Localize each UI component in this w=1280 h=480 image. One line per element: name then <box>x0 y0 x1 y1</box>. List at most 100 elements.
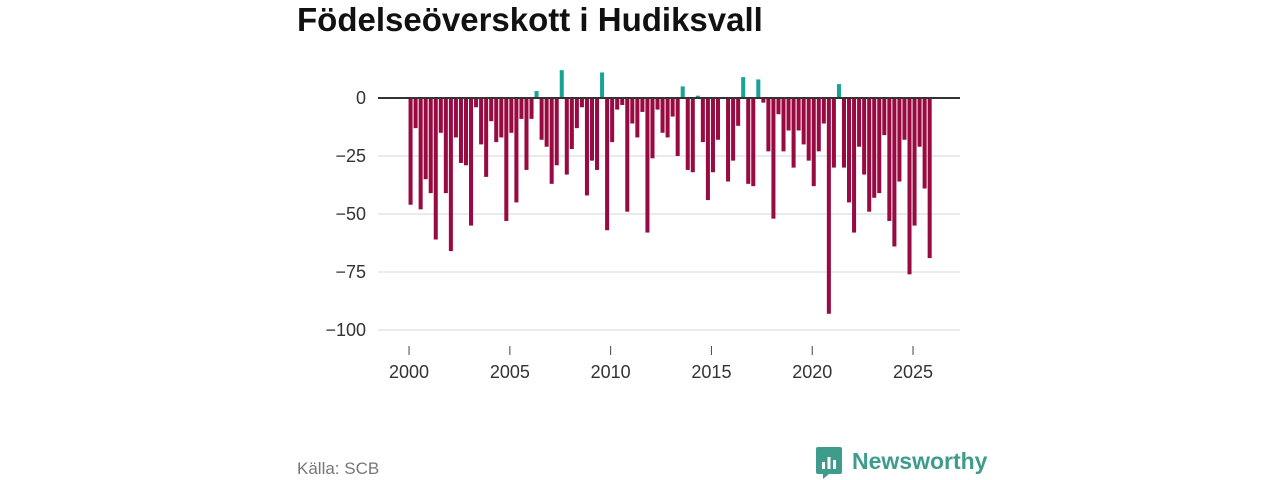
data-bar <box>605 98 610 231</box>
data-bar <box>831 98 836 168</box>
data-bar <box>710 98 715 173</box>
data-bar <box>534 91 539 98</box>
data-bar <box>670 98 675 117</box>
data-bar <box>897 98 902 182</box>
data-bar <box>645 98 650 233</box>
data-bar <box>469 98 474 226</box>
data-bar <box>907 98 912 275</box>
data-bar <box>489 98 494 122</box>
data-bar <box>746 98 751 184</box>
data-bar <box>862 98 867 175</box>
data-bar <box>841 98 846 168</box>
data-bar <box>595 98 600 170</box>
data-bar <box>882 98 887 136</box>
data-bar <box>539 98 544 140</box>
data-bar <box>655 98 660 110</box>
data-bar <box>418 98 423 210</box>
data-bar <box>695 95 700 98</box>
data-bar <box>836 84 841 98</box>
data-bar <box>559 70 564 98</box>
data-bar <box>620 98 625 105</box>
y-tick-label: −50 <box>335 204 366 224</box>
data-bar <box>494 98 499 143</box>
data-bar <box>826 98 831 314</box>
data-bar <box>554 98 559 166</box>
data-bar <box>438 98 443 133</box>
data-bar <box>484 98 489 177</box>
data-bar <box>408 98 413 205</box>
data-bar <box>564 98 569 175</box>
data-bar <box>852 98 857 233</box>
data-bar <box>625 98 630 212</box>
data-bar <box>428 98 433 194</box>
data-bar <box>811 98 816 187</box>
y-tick-label: −75 <box>335 262 366 282</box>
x-tick-label: 2025 <box>893 362 933 382</box>
brand-name: Newsworthy <box>852 448 988 474</box>
data-bar <box>816 98 821 152</box>
data-bar <box>892 98 897 247</box>
data-bar <box>463 98 469 166</box>
data-bar <box>584 98 589 196</box>
newsworthy-logo-icon <box>816 447 842 479</box>
data-bar <box>786 98 791 131</box>
data-bar <box>776 98 781 115</box>
data-bar <box>751 98 756 187</box>
data-bar <box>524 98 529 170</box>
data-bar <box>801 98 806 145</box>
data-bar <box>796 98 801 131</box>
data-bar <box>821 98 826 124</box>
x-tick-label: 2015 <box>691 362 731 382</box>
data-bar <box>635 98 640 138</box>
source-note: Källa: SCB <box>297 459 380 478</box>
data-bar <box>726 98 731 182</box>
data-bar <box>610 98 615 143</box>
data-bar <box>917 98 922 147</box>
data-bar <box>700 98 705 143</box>
data-bar <box>519 98 524 119</box>
data-bar <box>458 98 463 163</box>
data-bar <box>423 98 428 180</box>
data-bar <box>509 98 514 133</box>
data-bar <box>731 98 736 161</box>
data-bar <box>448 98 453 252</box>
data-bar <box>569 98 574 150</box>
data-bar <box>766 98 771 152</box>
newsworthy-logo: Newsworthy <box>815 446 987 480</box>
data-bar <box>529 98 534 119</box>
y-tick-label: −100 <box>325 320 366 340</box>
data-bar <box>705 98 710 201</box>
data-bar <box>761 98 766 103</box>
data-bar <box>479 98 484 145</box>
data-bar <box>413 98 418 129</box>
data-bar <box>847 98 852 203</box>
data-bar <box>514 98 519 203</box>
data-bar <box>600 72 605 98</box>
data-bar <box>504 98 509 221</box>
x-tick-label: 2000 <box>389 362 429 382</box>
x-tick-label: 2020 <box>792 362 832 382</box>
data-bar <box>781 98 786 152</box>
data-bar <box>791 98 796 168</box>
data-bar <box>741 77 746 98</box>
data-bar <box>872 98 877 198</box>
data-bar <box>675 98 680 156</box>
y-tick-label: −25 <box>335 146 366 166</box>
data-bar <box>887 98 892 221</box>
data-bar <box>685 98 690 170</box>
data-bar <box>912 98 917 226</box>
data-bar <box>579 98 584 108</box>
data-bar <box>499 98 504 138</box>
data-bar <box>660 98 665 133</box>
x-tick-label: 2005 <box>490 362 530 382</box>
data-bar <box>877 98 882 194</box>
data-bar <box>715 98 721 140</box>
data-bar <box>589 98 595 161</box>
data-bar <box>650 98 655 159</box>
y-tick-label: 0 <box>356 88 366 108</box>
data-bar <box>640 98 645 112</box>
data-bar <box>857 98 862 147</box>
data-bar <box>665 98 670 138</box>
data-bar <box>615 98 620 110</box>
